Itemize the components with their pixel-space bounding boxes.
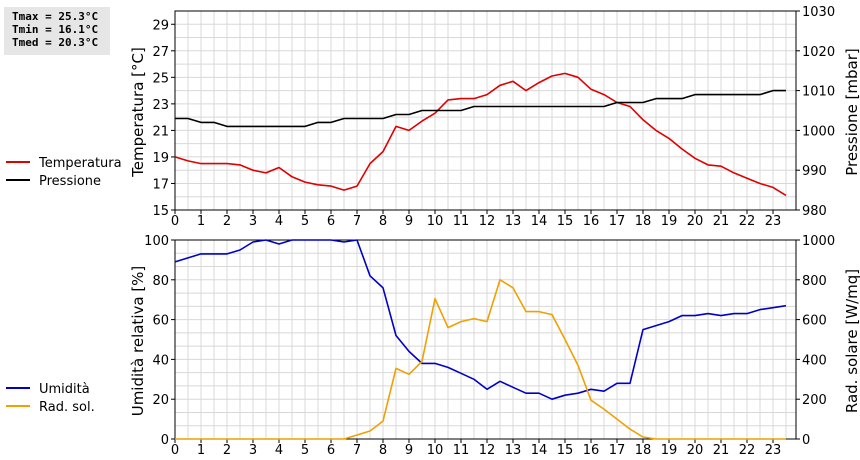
temperature-pressure-chart: 0 1 2 3 4 5 6 7 8 9 10 11 12 13 14 15 16 17 18 19 20 21 22 2315… — [6, 5, 860, 229]
series-temperatura-line — [174, 72, 787, 197]
chart1-y-left-tick-label: 27 — [152, 45, 169, 60]
tmin-label: Tmin = 16.1°C — [12, 23, 99, 36]
chart1-y-left-tick-label: 19 — [152, 151, 169, 166]
chart1-x-tick-label: 11 — [453, 214, 470, 229]
chart1-x-tick-label: 9 — [405, 214, 413, 229]
chart2-y-left-label: Umidità relativa [%] — [129, 266, 147, 417]
chart1-x-tick-label: 2 — [223, 214, 231, 229]
chart1-x-tick-label: 12 — [479, 214, 496, 229]
chart2-y-right-label: Rad. solare [W/mq] — [843, 269, 860, 413]
chart1-y-left-tick-label: 29 — [152, 18, 169, 33]
legend-rad-sol-label: Rad. sol. — [39, 400, 95, 415]
chart2-x-tick-label: 6 — [327, 443, 335, 458]
chart1-x-tick-label: 17 — [609, 214, 626, 229]
chart1-x-tick-label: 15 — [557, 214, 574, 229]
chart2-x-tick-label: 23 — [765, 443, 782, 458]
chart2-x-tick-label: 3 — [249, 443, 257, 458]
chart2-x-tick-label: 21 — [713, 443, 730, 458]
chart2-x-tick-label: 7 — [353, 443, 361, 458]
chart2-x-tick-label: 11 — [453, 443, 470, 458]
series-umidit-line — [174, 239, 787, 401]
chart1-x-tick-label: 3 — [249, 214, 257, 229]
tmed-label: Tmed = 20.3°C — [12, 36, 99, 49]
legend-umidit-label: Umidità — [39, 382, 90, 397]
chart1-x-tick-label: 5 — [301, 214, 309, 229]
chart1-x-tick-label: 20 — [687, 214, 704, 229]
chart1-y-right-tick-label: 990 — [802, 164, 827, 179]
chart1-x-tick-label: 23 — [765, 214, 782, 229]
tmax-label: Tmax = 25.3°C — [12, 10, 99, 23]
chart2-x-tick-label: 8 — [379, 443, 387, 458]
chart2-x-tick-label: 10 — [427, 443, 444, 458]
chart1-x-tick-label: 18 — [635, 214, 652, 229]
chart1-y-right-tick-label: 1010 — [802, 85, 835, 100]
chart2-y-right-tick-label: 200 — [802, 393, 827, 408]
chart1-frame — [174, 10, 797, 211]
chart2-y-right-tick-label: 0 — [802, 433, 810, 448]
humidity-radiation-chart: 0 1 2 3 4 5 6 7 8 9 10 11 12 13 14 15 16 17 18 19 20 21 22 2302… — [6, 234, 860, 458]
chart2-x-tick-label: 18 — [635, 443, 652, 458]
chart1-y-right-tick-label: 1030 — [802, 5, 835, 20]
chart2-y-right-tick-label: 800 — [802, 274, 827, 289]
chart2-frame — [174, 239, 797, 440]
series-pressione-line — [175, 89, 786, 128]
chart1-x-tick-label: 16 — [583, 214, 600, 229]
chart2-y-right-tick-label: 600 — [802, 314, 827, 329]
chart2-x-tick-label: 22 — [739, 443, 756, 458]
chart2-x-tick-label: 14 — [531, 443, 548, 458]
chart1-x-tick-label: 21 — [713, 214, 730, 229]
chart1-x-tick-label: 0 — [171, 214, 179, 229]
chart1-x-tick-label: 19 — [661, 214, 678, 229]
chart2-y-left-tick-label: 80 — [152, 274, 169, 289]
chart1-y-left-tick-label: 15 — [152, 204, 169, 219]
chart1-y-left-tick-label: 25 — [152, 71, 169, 86]
series-rad-sol-line — [175, 278, 786, 440]
chart1-x-tick-label: 1 — [197, 214, 205, 229]
chart2-x-tick-label: 12 — [479, 443, 496, 458]
stats-box: Tmax = 25.3°C Tmin = 16.1°C Tmed = 20.3°… — [4, 7, 110, 55]
chart1-y-left-tick-label: 21 — [152, 124, 169, 139]
chart1-x-tick-label: 8 — [379, 214, 387, 229]
chart2-y-right-tick-label: 400 — [802, 353, 827, 368]
chart2-x-tick-label: 16 — [583, 443, 600, 458]
chart1-y-right-tick-label: 1000 — [802, 124, 835, 139]
chart2-x-tick-label: 9 — [405, 443, 413, 458]
chart2-y-left-tick-label: 20 — [152, 393, 169, 408]
legend-temperatura-label: Temperatura — [38, 156, 122, 171]
chart2-x-tick-label: 20 — [687, 443, 704, 458]
chart1-y-right-label: Pressione [mbar] — [843, 48, 860, 176]
chart2-x-tick-label: 2 — [223, 443, 231, 458]
chart2-y-left-tick-label: 0 — [161, 433, 169, 448]
chart2-x-tick-label: 1 — [197, 443, 205, 458]
chart1-y-right-tick-label: 980 — [802, 204, 827, 219]
chart2-y-left-tick-label: 60 — [152, 314, 169, 329]
chart2-x-tick-label: 15 — [557, 443, 574, 458]
chart2-x-tick-label: 0 — [171, 443, 179, 458]
chart1-y-left-tick-label: 23 — [152, 98, 169, 113]
chart2-x-tick-label: 19 — [661, 443, 678, 458]
chart2-y-left-tick-label: 100 — [144, 234, 169, 249]
chart2-x-tick-label: 5 — [301, 443, 309, 458]
chart1-x-tick-label: 14 — [531, 214, 548, 229]
chart1-x-tick-label: 4 — [275, 214, 283, 229]
chart2-x-tick-label: 13 — [505, 443, 522, 458]
chart2-x-tick-label: 17 — [609, 443, 626, 458]
chart1-y-left-label: Temperatura [°C] — [129, 47, 147, 178]
legend-pressione-label: Pressione — [39, 174, 101, 189]
chart2-y-right-tick-label: 1000 — [802, 234, 835, 249]
chart1-x-tick-label: 7 — [353, 214, 361, 229]
chart1-y-right-tick-label: 1020 — [802, 45, 835, 60]
chart2-x-tick-label: 4 — [275, 443, 283, 458]
chart1-x-tick-label: 10 — [427, 214, 444, 229]
chart1-y-left-tick-label: 17 — [152, 177, 169, 192]
chart2-y-left-tick-label: 40 — [152, 353, 169, 368]
chart1-x-tick-label: 6 — [327, 214, 335, 229]
chart1-x-tick-label: 22 — [739, 214, 756, 229]
chart1-x-tick-label: 13 — [505, 214, 522, 229]
